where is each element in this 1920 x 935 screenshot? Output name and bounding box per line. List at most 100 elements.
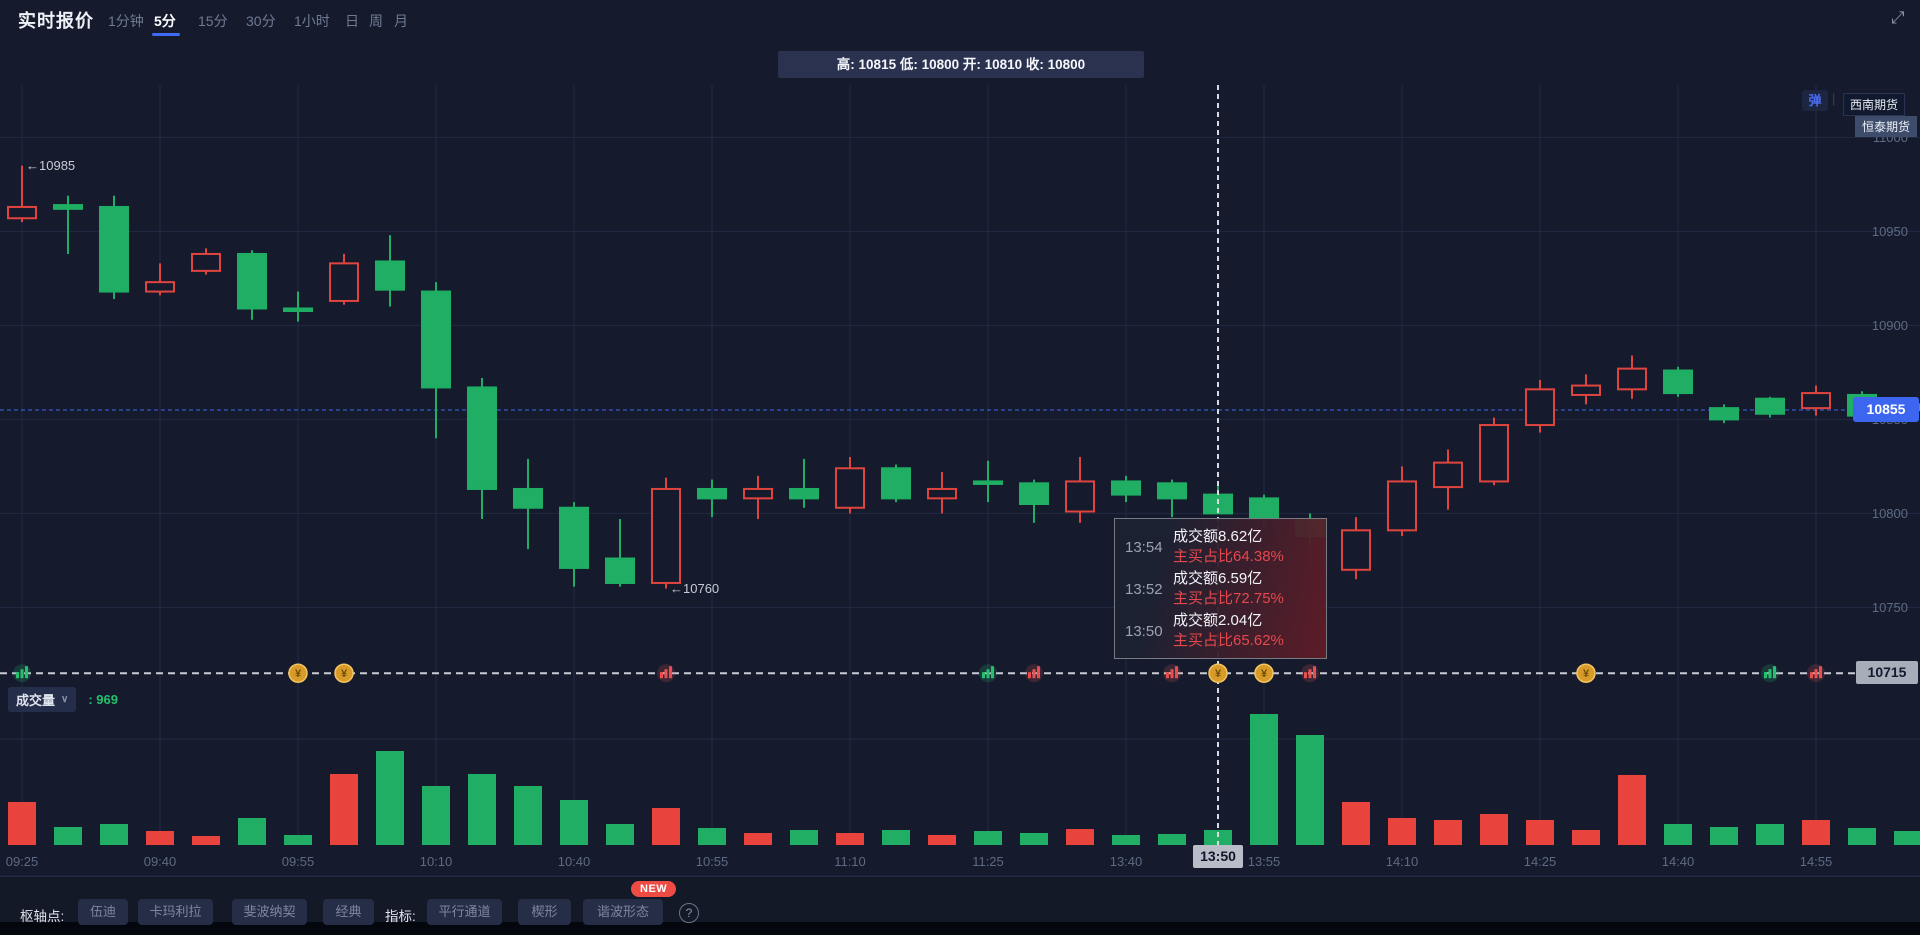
expand-icon[interactable]: ⤢ [1891, 8, 1905, 27]
tab-1min[interactable]: 1分钟 [108, 13, 144, 29]
pivot-button-fibonacci[interactable]: 斐波纳契 [232, 899, 307, 925]
coin-signal-icon[interactable]: ¥ [1254, 663, 1274, 683]
indicator-button-harmonic-pattern[interactable]: 谐波形态 [583, 899, 663, 925]
candle-body[interactable] [1709, 407, 1739, 421]
volume-bar[interactable] [1158, 834, 1186, 845]
volume-bar[interactable] [146, 831, 174, 845]
volume-bar[interactable] [1664, 824, 1692, 845]
candle-body[interactable] [1571, 384, 1601, 396]
candle-body[interactable] [743, 487, 773, 500]
indicator-button-wedge[interactable]: 楔形 [518, 899, 571, 925]
candle-body[interactable] [237, 252, 267, 310]
volume-bar[interactable] [1112, 835, 1140, 845]
help-icon[interactable]: ? [679, 903, 699, 923]
volume-bar[interactable] [1388, 818, 1416, 845]
red-bars-signal-icon[interactable] [1163, 664, 1181, 683]
volume-bar[interactable] [744, 833, 772, 845]
volume-bar[interactable] [376, 751, 404, 845]
volume-bar[interactable] [1204, 830, 1232, 845]
candle-body[interactable] [1755, 397, 1785, 415]
volume-bar[interactable] [560, 800, 588, 845]
candle-body[interactable] [1065, 480, 1095, 513]
green-bars-signal-icon[interactable] [979, 664, 997, 683]
candle-body[interactable] [1663, 369, 1693, 395]
volume-bar[interactable] [606, 824, 634, 845]
coin-signal-icon[interactable]: ¥ [334, 663, 354, 683]
volume-bar[interactable] [1434, 820, 1462, 845]
candle-body[interactable] [1019, 482, 1049, 506]
candle-body[interactable] [559, 506, 589, 569]
volume-bar[interactable] [974, 831, 1002, 845]
pivot-button-woodie[interactable]: 伍迪 [78, 899, 128, 925]
candle-body[interactable] [651, 487, 681, 584]
volume-bar[interactable] [8, 802, 36, 845]
candle-body[interactable] [1157, 482, 1187, 500]
volume-bar[interactable] [1296, 735, 1324, 845]
volume-bar[interactable] [882, 830, 910, 845]
pivot-button-camarilla[interactable]: 卡玛利拉 [138, 899, 213, 925]
candle-body[interactable] [7, 205, 37, 220]
candle-body[interactable] [1617, 367, 1647, 391]
candle-body[interactable] [1479, 424, 1509, 483]
candle-body[interactable] [697, 487, 727, 500]
candle-body[interactable] [835, 467, 865, 509]
volume-bar[interactable] [928, 835, 956, 845]
candle-body[interactable] [1111, 480, 1141, 496]
tab-month[interactable]: 月 [394, 13, 408, 29]
coin-signal-icon[interactable]: ¥ [1576, 663, 1596, 683]
candle-body[interactable] [1801, 392, 1831, 410]
volume-bar[interactable] [1480, 814, 1508, 845]
coin-signal-icon[interactable]: ¥ [1208, 663, 1228, 683]
candle-body[interactable] [375, 260, 405, 291]
candle-body[interactable] [191, 252, 221, 272]
red-bars-signal-icon[interactable] [1025, 664, 1043, 683]
volume-bar[interactable] [1066, 829, 1094, 845]
candle-body[interactable] [927, 487, 957, 500]
volume-bar[interactable] [836, 833, 864, 845]
candle-body[interactable] [467, 386, 497, 490]
volume-bar[interactable] [1618, 775, 1646, 845]
green-bars-signal-icon[interactable] [1761, 664, 1779, 683]
volume-bar[interactable] [54, 827, 82, 845]
tab-week[interactable]: 周 [369, 13, 383, 29]
volume-bar[interactable] [1802, 820, 1830, 845]
red-bars-signal-icon[interactable] [1301, 664, 1319, 683]
volume-bar[interactable] [422, 786, 450, 845]
volume-bar[interactable] [284, 835, 312, 845]
coin-signal-icon[interactable]: ¥ [288, 663, 308, 683]
candle-body[interactable] [283, 307, 313, 312]
volume-bar[interactable] [1250, 714, 1278, 845]
volume-bar[interactable] [330, 774, 358, 845]
candle-body[interactable] [53, 204, 83, 210]
volume-bar[interactable] [238, 818, 266, 845]
volume-indicator-dropdown[interactable]: 成交量 ∨ [8, 687, 77, 712]
volume-bar[interactable] [468, 774, 496, 845]
volume-bar[interactable] [1020, 833, 1048, 845]
candle-body[interactable] [605, 557, 635, 584]
candle-body[interactable] [973, 480, 1003, 485]
candle-body[interactable] [145, 281, 175, 293]
candle-body[interactable] [329, 262, 359, 302]
candle-body[interactable] [421, 290, 451, 389]
candle-body[interactable] [881, 467, 911, 500]
volume-bar[interactable] [790, 830, 818, 845]
volume-bar[interactable] [1342, 802, 1370, 845]
volume-bar[interactable] [192, 836, 220, 845]
candle-body[interactable] [1525, 388, 1555, 427]
volume-bar[interactable] [1756, 824, 1784, 845]
red-bars-signal-icon[interactable] [1807, 664, 1825, 683]
volume-bar[interactable] [1848, 828, 1876, 845]
popup-toggle-button[interactable]: 弹 [1802, 90, 1828, 111]
tab-5min[interactable]: 5分 [154, 13, 176, 29]
candle-body[interactable] [789, 487, 819, 500]
tab-1hour[interactable]: 1小时 [294, 13, 330, 29]
candle-body[interactable] [99, 205, 129, 293]
green-bars-signal-icon[interactable] [13, 664, 31, 683]
volume-bar[interactable] [100, 824, 128, 845]
tab-15min[interactable]: 15分 [198, 13, 228, 29]
indicator-button-parallel-channel[interactable]: 平行通道 [427, 899, 502, 925]
volume-bar[interactable] [652, 808, 680, 845]
volume-bar[interactable] [1572, 830, 1600, 845]
volume-bar[interactable] [1894, 831, 1920, 845]
candle-body[interactable] [1249, 497, 1279, 521]
